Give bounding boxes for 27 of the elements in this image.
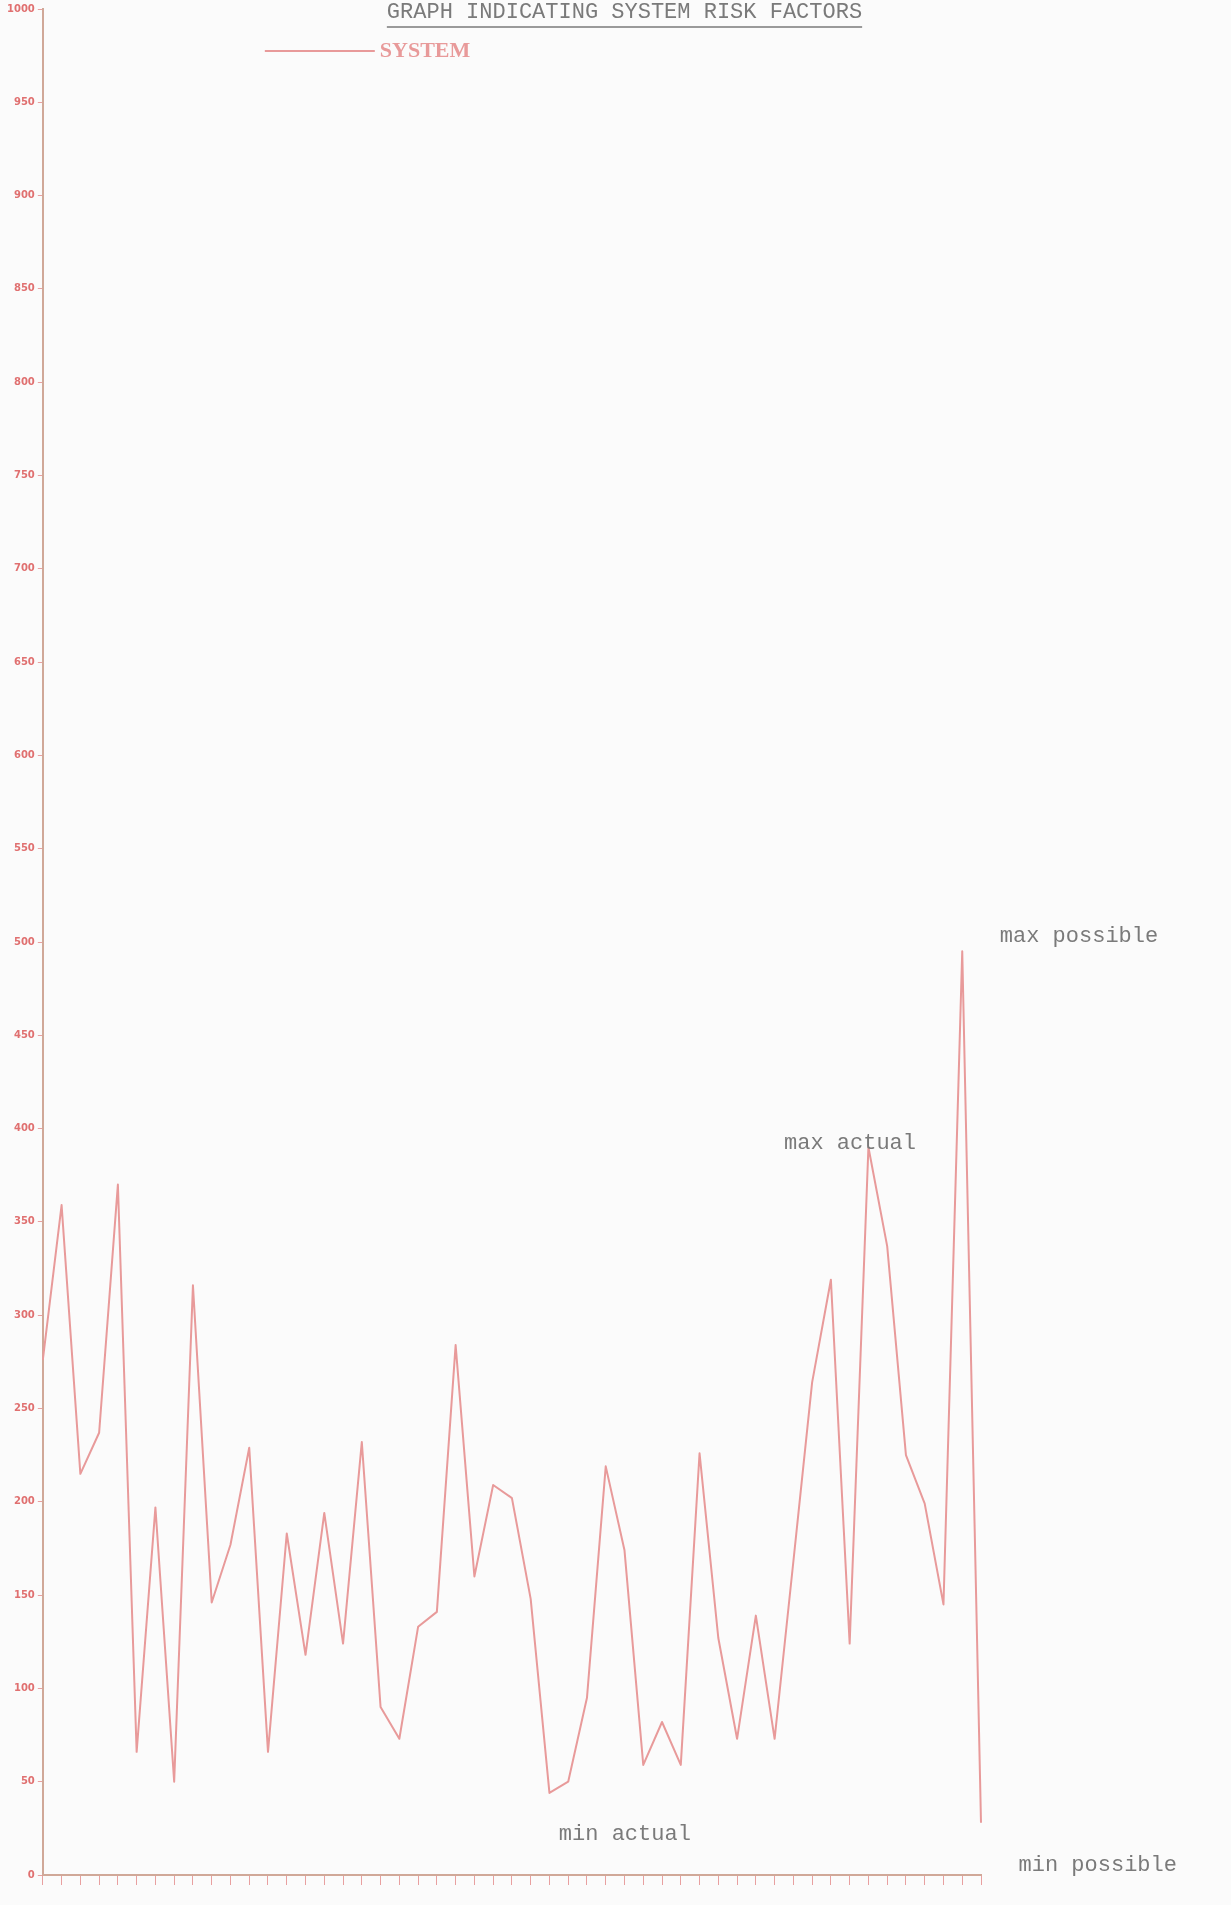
y-tick-label: 200 — [13, 1495, 35, 1507]
y-tick-label: 800 — [13, 375, 35, 387]
y-tick-label: 850 — [13, 282, 35, 294]
y-tick-label: 100 — [13, 1681, 35, 1693]
y-tick-label: 450 — [13, 1028, 35, 1040]
y-tick-label: 750 — [13, 469, 35, 481]
text: min possible — [1018, 1853, 1177, 1879]
y-tick-label: 600 — [13, 748, 35, 760]
y-tick-label: 500 — [13, 935, 35, 947]
annotation: max actual — [783, 1131, 917, 1157]
y-tick-label: 0 — [27, 1868, 35, 1880]
y-tick-label: 400 — [13, 1122, 35, 1134]
y-tick-label: 650 — [13, 655, 35, 667]
y-tick-label: 150 — [13, 1588, 35, 1600]
y-tick-label: 350 — [13, 1215, 35, 1227]
y-tick-label: 900 — [13, 189, 35, 201]
y-tick-label: 950 — [13, 95, 35, 107]
y-tick-label: 550 — [13, 842, 35, 854]
y-tick-label: 700 — [13, 562, 35, 574]
chart-title: GRAPH INDICATING SYSTEM RISK FACTORS — [386, 0, 863, 25]
legend-label: SYSTEM — [379, 36, 471, 62]
text: max possible — [999, 924, 1159, 950]
y-tick-label: 50 — [20, 1775, 35, 1787]
y-tick-label: 1000 — [6, 2, 35, 14]
annotation: min actual — [558, 1821, 691, 1847]
y-tick-label: 300 — [13, 1308, 35, 1320]
y-tick-label: 250 — [13, 1402, 35, 1414]
